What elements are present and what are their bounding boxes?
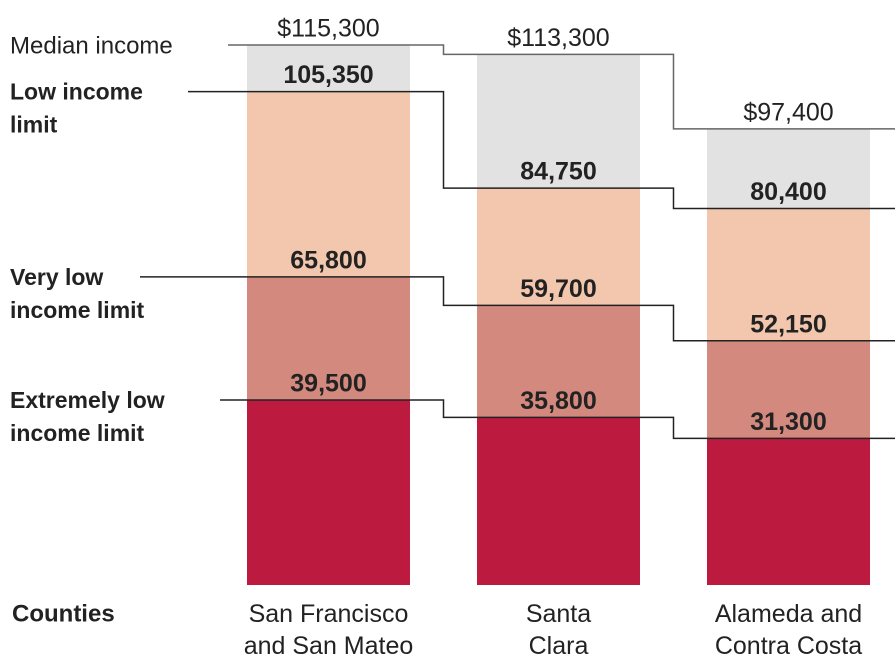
value-label: 80,400: [750, 178, 826, 206]
value-label: $113,300: [507, 24, 609, 52]
legend-label: Low income limit: [10, 79, 143, 138]
legend-label: Median income: [10, 32, 173, 59]
value-label: 52,150: [750, 310, 826, 338]
x-tick-label: Santa Clara: [526, 600, 591, 660]
x-axis-label: Counties: [12, 600, 115, 627]
value-label: 31,300: [750, 408, 826, 436]
value-label: 35,800: [520, 387, 596, 415]
leader-line: [220, 399, 895, 440]
value-label: 59,700: [520, 275, 596, 303]
value-label: 65,800: [290, 246, 366, 274]
value-label: 84,750: [520, 158, 596, 186]
value-label: 105,350: [283, 61, 373, 89]
legend-label: Extremely low income limit: [10, 387, 165, 446]
x-tick-label: Alameda and Contra Costa: [715, 600, 862, 660]
value-label: 39,500: [290, 370, 366, 398]
value-label: $115,300: [277, 15, 379, 43]
bar: [247, 400, 410, 585]
leader-line: [140, 276, 895, 342]
leader-line: [188, 90, 895, 210]
bar: [477, 417, 640, 585]
leader-line: [228, 44, 895, 130]
value-label: $97,400: [743, 98, 833, 126]
legend-label: Very low income limit: [10, 264, 145, 323]
x-tick-label: San Francisco and San Mateo: [244, 600, 414, 660]
bar: [707, 438, 870, 585]
